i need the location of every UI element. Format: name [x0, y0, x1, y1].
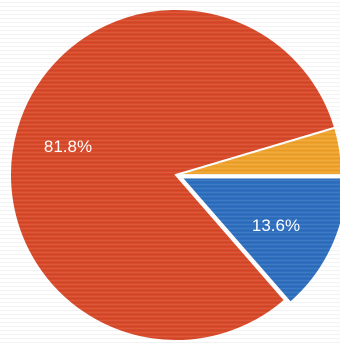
slices-layer: [9, 8, 340, 342]
labels-layer: 81.8% 13.6%: [44, 137, 300, 235]
slice-label: 13.6%: [252, 216, 300, 235]
slice-label: 81.8%: [44, 137, 92, 156]
